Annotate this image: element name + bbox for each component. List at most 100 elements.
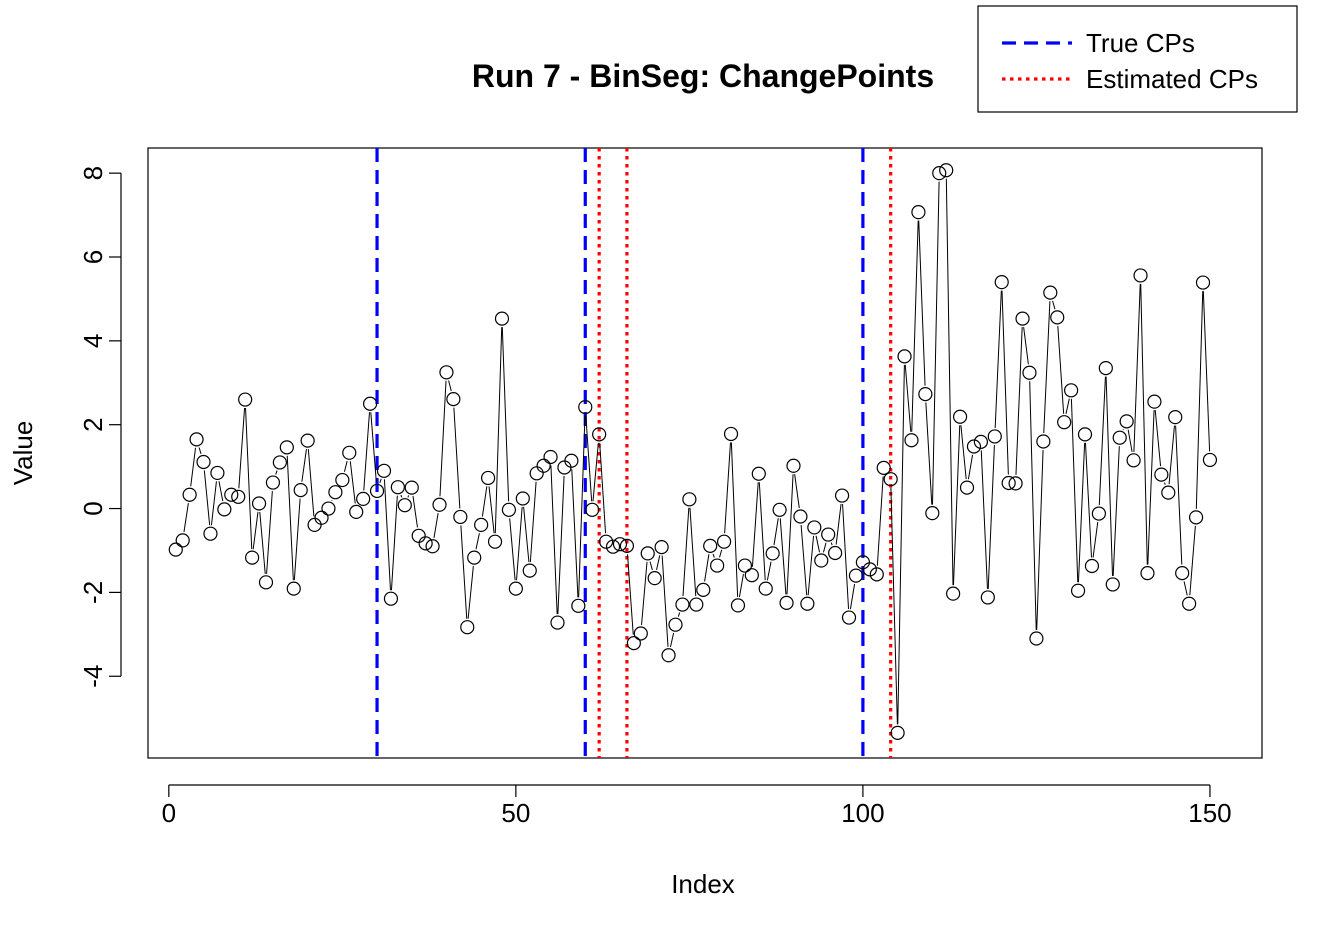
data-point bbox=[1057, 415, 1072, 430]
data-point bbox=[1119, 414, 1134, 429]
data-point bbox=[314, 510, 329, 525]
data-point bbox=[397, 498, 412, 513]
data-point bbox=[245, 550, 260, 565]
data-point bbox=[1098, 361, 1113, 376]
data-point bbox=[272, 455, 287, 470]
data-point bbox=[265, 475, 281, 490]
data-point bbox=[1161, 485, 1176, 500]
data-point bbox=[404, 480, 419, 495]
data-point bbox=[1202, 452, 1218, 468]
data-point bbox=[793, 509, 808, 524]
series-segment bbox=[656, 555, 661, 570]
data-point bbox=[807, 520, 822, 535]
data-point bbox=[494, 311, 510, 326]
data-point bbox=[682, 492, 697, 507]
data-point bbox=[536, 458, 551, 473]
data-point bbox=[238, 392, 253, 407]
data-point bbox=[203, 526, 218, 541]
series-segment bbox=[363, 412, 370, 491]
series-segment bbox=[523, 506, 530, 563]
data-point bbox=[612, 537, 628, 552]
series-segment bbox=[1036, 449, 1044, 631]
data-point bbox=[425, 539, 440, 554]
data-point bbox=[1112, 430, 1127, 445]
data-point bbox=[1015, 311, 1030, 326]
data-point bbox=[369, 483, 385, 499]
series-segment bbox=[481, 486, 488, 517]
series-segment bbox=[724, 442, 731, 534]
data-point bbox=[1133, 268, 1148, 283]
series-segment bbox=[712, 553, 715, 558]
data-point bbox=[557, 460, 572, 475]
series-segment bbox=[830, 542, 833, 546]
data-point bbox=[321, 501, 336, 516]
series-segment bbox=[190, 447, 197, 487]
data-point bbox=[578, 399, 593, 415]
series-segment bbox=[641, 561, 648, 626]
data-point bbox=[987, 429, 1002, 444]
series-segment bbox=[952, 425, 961, 586]
series-segment bbox=[307, 449, 315, 517]
data-point bbox=[1091, 506, 1106, 521]
series-segment bbox=[1105, 376, 1113, 576]
series-segment bbox=[1001, 290, 1009, 475]
series-segment bbox=[585, 415, 593, 502]
series-segment bbox=[704, 554, 710, 582]
series-segment bbox=[203, 470, 211, 526]
data-point bbox=[828, 545, 843, 561]
series-segment bbox=[448, 380, 452, 392]
series-segment bbox=[897, 364, 905, 725]
series-segment bbox=[849, 583, 856, 610]
series-segment bbox=[1195, 291, 1204, 509]
series-segment bbox=[275, 470, 278, 475]
data-point bbox=[821, 527, 836, 542]
series-segment bbox=[980, 450, 988, 589]
series-segment bbox=[439, 380, 447, 497]
series-segment bbox=[890, 487, 898, 725]
series-segment bbox=[245, 408, 253, 550]
series-segment bbox=[1112, 446, 1120, 576]
data-point bbox=[730, 598, 746, 613]
data-point bbox=[848, 568, 864, 583]
data-point bbox=[543, 449, 558, 465]
data-point bbox=[1188, 510, 1204, 525]
series-segment bbox=[682, 507, 690, 597]
series-segment bbox=[460, 525, 468, 619]
series-segment bbox=[1065, 398, 1070, 414]
data-point bbox=[501, 502, 517, 517]
plot-frame bbox=[147, 147, 1263, 759]
legend-label-estimated-cps: Estimated CPs bbox=[1086, 64, 1258, 94]
series-segment bbox=[1127, 429, 1133, 453]
series-segment bbox=[550, 465, 558, 615]
data-point bbox=[841, 610, 857, 625]
y-tick-label: 2 bbox=[78, 417, 108, 431]
data-point bbox=[522, 563, 537, 578]
series-segment bbox=[994, 290, 1002, 428]
series-segment bbox=[467, 566, 474, 619]
series-segment bbox=[400, 494, 403, 498]
data-point bbox=[189, 432, 204, 447]
series-segment bbox=[238, 407, 246, 489]
data-point bbox=[786, 458, 801, 473]
x-axis-label: Index bbox=[671, 869, 735, 899]
data-point bbox=[737, 558, 753, 573]
x-tick-label: 50 bbox=[501, 798, 530, 828]
series-segment bbox=[904, 364, 912, 432]
data-point bbox=[168, 542, 183, 557]
series-segment bbox=[1133, 283, 1141, 452]
series-segment bbox=[1163, 482, 1166, 485]
data-point bbox=[474, 517, 489, 533]
data-point bbox=[939, 163, 954, 178]
data-point bbox=[293, 483, 308, 498]
data-point bbox=[765, 546, 780, 561]
series-segment bbox=[301, 448, 307, 482]
series-segment bbox=[649, 561, 653, 571]
data-point bbox=[654, 540, 669, 555]
data-point bbox=[946, 586, 961, 601]
series-segment bbox=[1077, 442, 1086, 583]
data-point bbox=[432, 497, 447, 512]
series-segment bbox=[433, 513, 439, 538]
x-tick-label: 150 bbox=[1188, 798, 1231, 828]
series-segment bbox=[599, 442, 607, 534]
